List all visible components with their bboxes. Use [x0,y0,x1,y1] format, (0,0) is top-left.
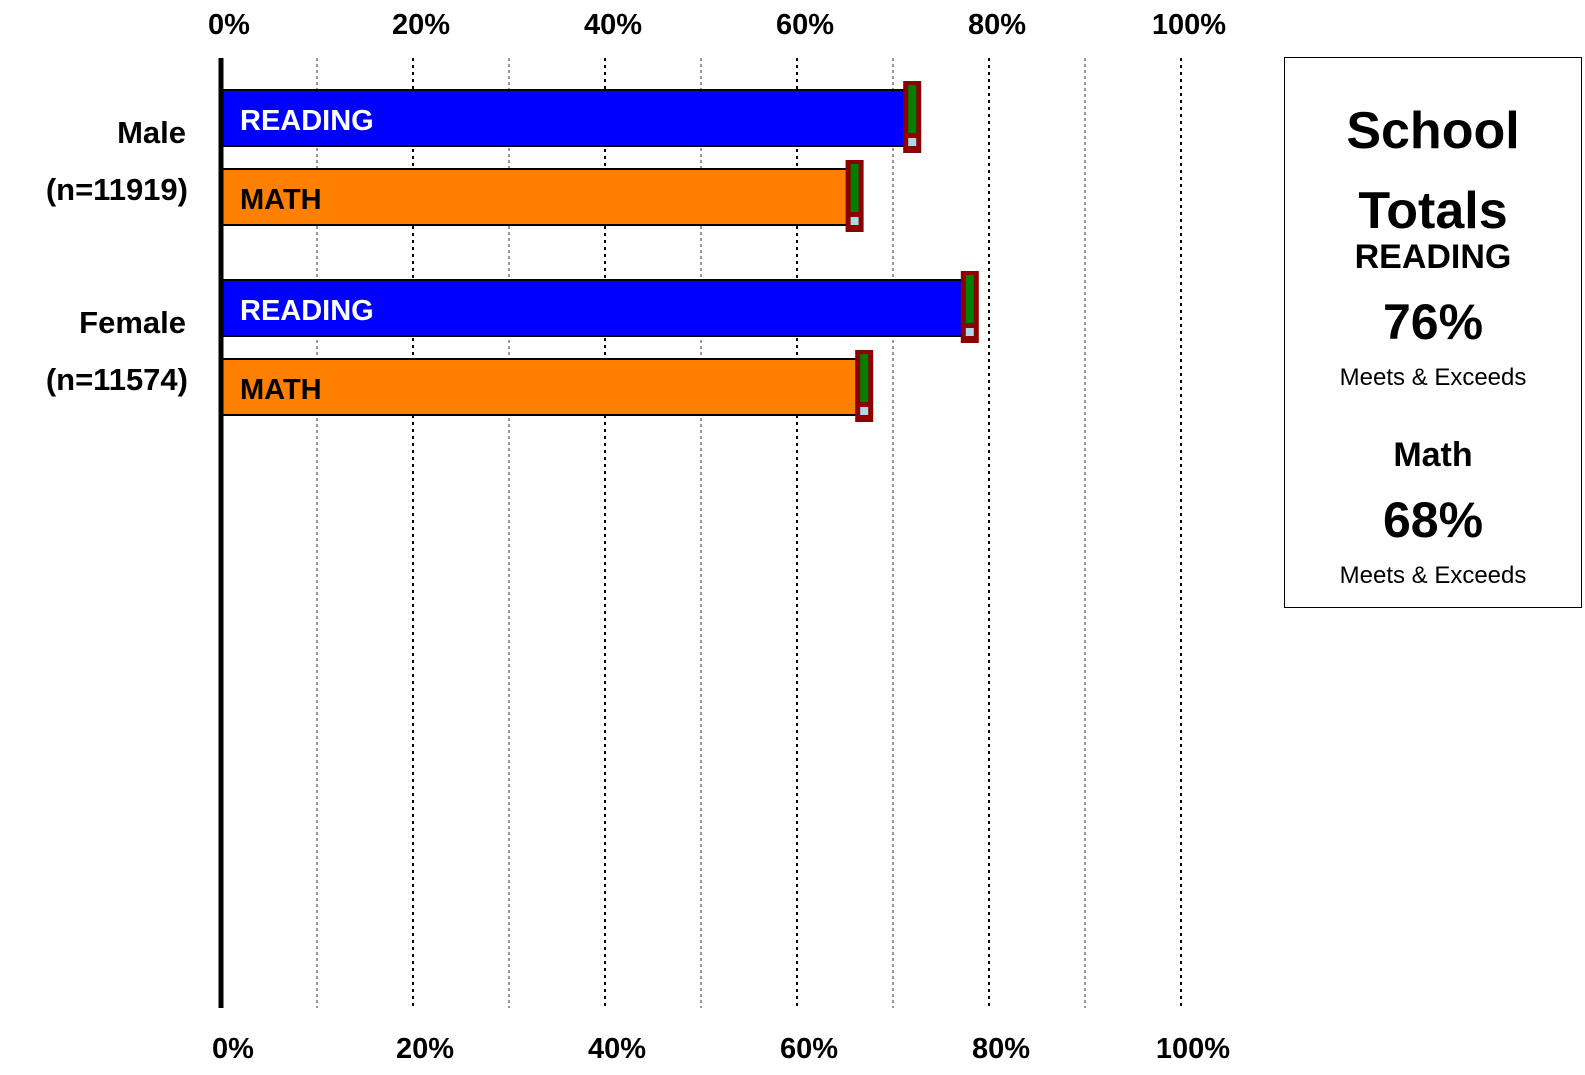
x-tick-label-top: 60% [776,9,834,41]
bar-label: MATH [240,374,322,406]
bar-label: READING [240,295,374,327]
x-tick-label-top: 40% [584,9,642,41]
x-tick-label-top: 0% [208,9,250,41]
group-label: Male [117,115,186,150]
bar-end-marker-inner [850,164,859,212]
bar-end-marker-dot [860,407,869,415]
bar [220,279,971,337]
school-totals-panel: School Totals READING 76% Meets & Exceed… [1284,57,1582,608]
totals-reading-label: READING [1354,238,1512,276]
bar-end-marker-dot [908,138,917,146]
totals-title-line1: School [1346,102,1520,160]
group-n-label: (n=11574) [46,362,188,397]
bar-label: READING [240,105,374,137]
totals-math-value: 68% [1382,492,1484,548]
bar [220,358,866,416]
bar-end-marker-dot [965,328,974,336]
x-tick-label-top: 20% [392,9,450,41]
x-tick-label-top: 80% [968,9,1026,41]
bar-end-marker-inner [908,85,917,133]
x-tick-label-bottom: 80% [972,1033,1030,1065]
bar-end-marker-inner [965,275,974,323]
group-label: Female [79,305,186,340]
x-tick-label-bottom: 0% [212,1033,254,1065]
bar-end-marker-inner [860,354,869,402]
bar-label: MATH [240,184,322,216]
x-tick-label-top: 100% [1152,9,1226,41]
totals-math-label: Math [1393,436,1473,474]
totals-reading-note: Meets & Exceeds [1339,364,1527,391]
group-n-label: (n=11919) [46,172,188,207]
bar-end-marker-dot [850,217,859,225]
x-tick-label-bottom: 60% [780,1033,838,1065]
x-tick-label-bottom: 20% [396,1033,454,1065]
totals-title-line2: Totals [1358,182,1508,240]
totals-math-note: Meets & Exceeds [1339,562,1527,589]
x-tick-label-bottom: 40% [588,1033,646,1065]
totals-reading-value: 76% [1382,294,1484,350]
x-tick-label-bottom: 100% [1156,1033,1230,1065]
